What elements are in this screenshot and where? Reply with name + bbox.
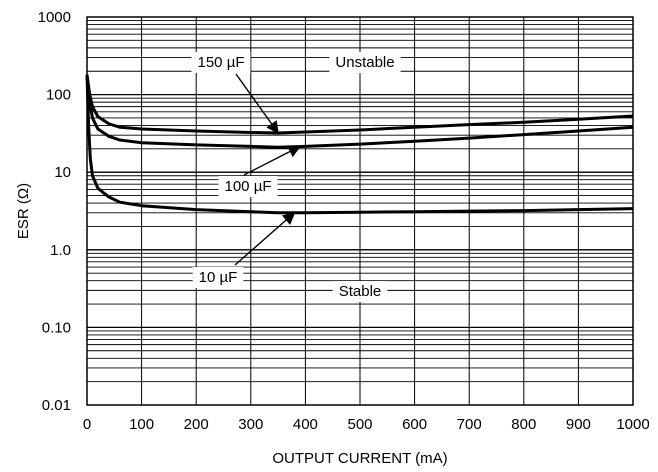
y-tick-label: 100 [46, 87, 71, 104]
y-tick-label: 1000 [38, 9, 71, 26]
x-tick-label: 0 [83, 416, 91, 433]
annotation-box-150f [191, 52, 251, 73]
series-line-10f [85, 74, 634, 215]
annotation-label-150f: 150 µF [198, 54, 245, 71]
y-tick-label: 10 [54, 164, 71, 181]
annotation-layer: 150 µF Unstable 100 µF 10 µF Stable [191, 52, 401, 302]
x-tick-label: 400 [293, 416, 318, 433]
annotation-box-stable [332, 281, 388, 302]
annotation-box-10f [192, 267, 244, 288]
annotation-label-100f: 100 µF [225, 178, 272, 195]
x-tick-label: 800 [511, 416, 536, 433]
annotation-arrow-150f [235, 73, 279, 135]
x-tick-label: 900 [566, 416, 591, 433]
series-layer [85, 74, 634, 215]
y-tick-label: 0.01 [42, 397, 71, 414]
x-tick-label: 1000 [616, 416, 649, 433]
annotation-label-unstable: Unstable [335, 54, 394, 71]
plot-frame [86, 16, 634, 406]
x-axis-title: OUTPUT CURRENT (mA) [272, 450, 447, 467]
y-tick-label: 1.0 [50, 242, 71, 259]
annotation-box-100f [218, 176, 278, 197]
tick-labels: 0 100 200 300 400 500 600 700 800 900 1000 0.01 0.10… [38, 9, 650, 433]
x-tick-label: 600 [402, 416, 427, 433]
grid [87, 17, 633, 405]
annotation-arrow-100f [243, 145, 302, 176]
x-tick-label: 200 [184, 416, 209, 433]
x-tick-label: 300 [238, 416, 263, 433]
annotation-arrow-10f [234, 211, 296, 266]
series-line-100f [85, 76, 634, 149]
x-tick-label: 100 [129, 416, 154, 433]
annotation-box-unstable [329, 52, 401, 73]
series-line-150f [85, 74, 634, 135]
annotation-label-stable: Stable [339, 283, 382, 300]
annotation-label-10f: 10 µF [199, 269, 238, 286]
y-axis-title: ESR (Ω) [15, 183, 32, 239]
x-tick-label: 500 [347, 416, 372, 433]
y-tick-label: 0.10 [42, 319, 71, 336]
x-tick-label: 700 [457, 416, 482, 433]
